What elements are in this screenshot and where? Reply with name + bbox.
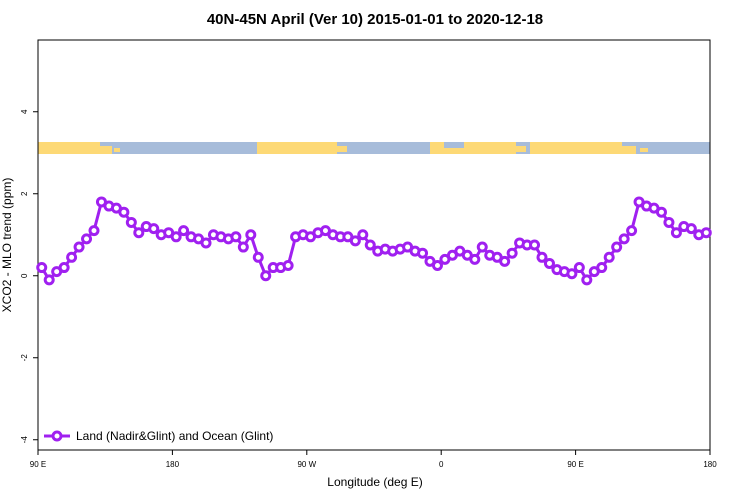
- data-point: [148, 223, 160, 235]
- legend-marker: [51, 430, 63, 442]
- y-tick-label: 2: [20, 191, 29, 196]
- data-point: [237, 241, 249, 253]
- x-axis-label: Longitude (deg E): [327, 475, 422, 489]
- data-point: [230, 231, 242, 243]
- y-tick-label: -4: [20, 436, 29, 444]
- data-point: [543, 257, 555, 269]
- land-ocean-strip: [38, 142, 710, 154]
- x-tick-label: 0: [439, 460, 444, 469]
- data-point: [43, 274, 55, 286]
- data-point: [655, 206, 667, 218]
- y-axis-label: XCO2 - MLO trend (ppm): [0, 178, 14, 313]
- data-point: [603, 251, 615, 263]
- legend-label: Land (Nadir&Glint) and Ocean (Glint): [76, 429, 273, 443]
- data-point: [260, 270, 272, 282]
- data-point: [469, 253, 481, 265]
- data-point: [81, 233, 93, 245]
- data-point: [476, 241, 488, 253]
- data-point: [663, 216, 675, 228]
- data-point: [364, 239, 376, 251]
- data-point: [618, 233, 630, 245]
- data-point: [66, 251, 78, 263]
- data-point: [282, 260, 294, 271]
- data-point: [125, 216, 137, 228]
- data-point: [499, 255, 511, 267]
- x-tick-label: 180: [166, 460, 180, 469]
- data-point: [252, 251, 264, 263]
- data-point: [417, 247, 429, 259]
- data-point: [670, 227, 682, 239]
- data-point: [506, 247, 518, 259]
- data-point: [118, 206, 130, 218]
- data-point: [626, 225, 638, 237]
- data-point: [73, 241, 85, 253]
- data-point: [700, 227, 712, 239]
- data-point: [596, 262, 608, 274]
- data-point: [36, 262, 48, 274]
- y-tick-label: 4: [20, 109, 29, 114]
- data-point: [357, 229, 369, 241]
- data-point: [685, 223, 697, 235]
- data-point: [581, 274, 593, 286]
- x-tick-label: 90 E: [30, 460, 46, 469]
- data-point: [58, 262, 70, 274]
- x-tick-label: 90 E: [567, 460, 583, 469]
- chart-title: 40N-45N April (Ver 10) 2015-01-01 to 202…: [207, 11, 543, 28]
- data-point: [611, 241, 623, 253]
- data-point: [566, 268, 578, 280]
- x-tick-label: 90 W: [297, 460, 316, 469]
- data-point: [536, 251, 548, 263]
- legend: Land (Nadir&Glint) and Ocean (Glint): [44, 429, 273, 443]
- data-point: [245, 229, 257, 241]
- data-point: [88, 225, 100, 237]
- data-point: [200, 237, 212, 249]
- data-point: [178, 225, 190, 237]
- y-tick-label: -2: [20, 354, 29, 362]
- data-point: [170, 231, 182, 243]
- y-tick-label: 0: [20, 273, 29, 278]
- data-point: [431, 260, 443, 271]
- data-point: [573, 262, 585, 274]
- data-point: [133, 227, 145, 239]
- data-point: [529, 239, 541, 251]
- plot-frame: [37, 39, 711, 451]
- x-tick-label: 180: [703, 460, 717, 469]
- data-point: [349, 235, 361, 247]
